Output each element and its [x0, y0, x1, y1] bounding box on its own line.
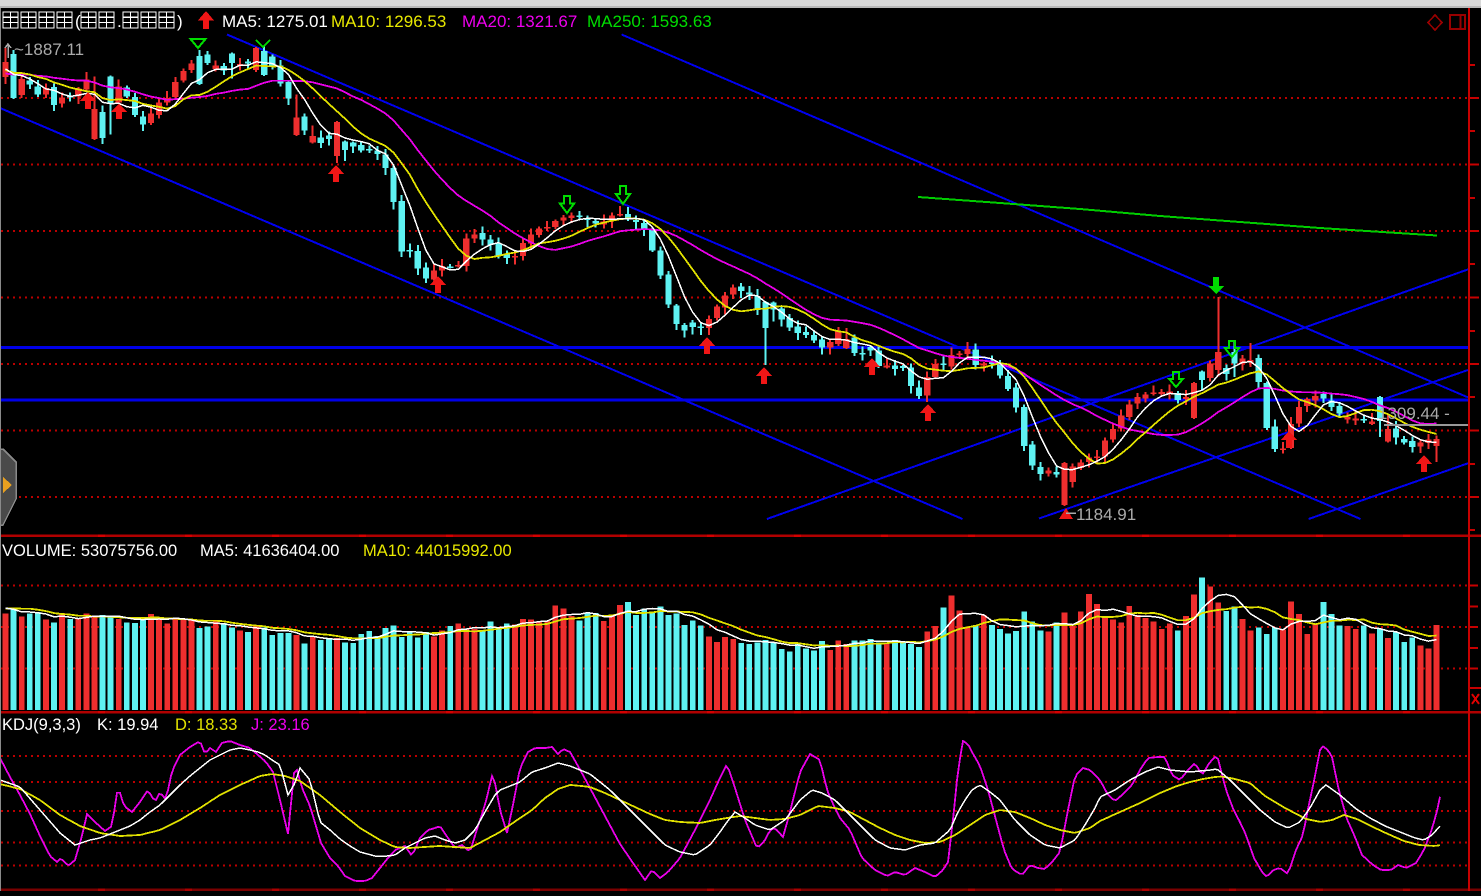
svg-text:1184.91: 1184.91 [1076, 505, 1136, 524]
svg-text:MA10: 1296.53: MA10: 1296.53 [331, 12, 446, 31]
svg-text:1309.44 -: 1309.44 - [1378, 404, 1450, 423]
svg-text:MA5: 1275.01: MA5: 1275.01 [222, 12, 328, 31]
svg-text:VOLUME: 53075756.00: VOLUME: 53075756.00 [2, 542, 177, 560]
svg-text:MA20: 1321.67: MA20: 1321.67 [462, 12, 577, 31]
svg-text:K: 19.94: K: 19.94 [97, 716, 158, 734]
svg-text:MA10: 44015992.00: MA10: 44015992.00 [363, 542, 512, 560]
svg-text:KDJ(9,3,3): KDJ(9,3,3) [2, 716, 81, 734]
svg-text:.: . [117, 12, 122, 31]
svg-text:MA250: 1593.63: MA250: 1593.63 [587, 12, 712, 31]
svg-text:): ) [177, 12, 183, 31]
svg-text:J: 23.16: J: 23.16 [251, 716, 310, 734]
svg-text:~1887.11: ~1887.11 [14, 40, 84, 59]
svg-text:D: 18.33: D: 18.33 [175, 716, 237, 734]
svg-text:MA5: 41636404.00: MA5: 41636404.00 [200, 542, 339, 560]
svg-text:(: ( [75, 12, 81, 31]
